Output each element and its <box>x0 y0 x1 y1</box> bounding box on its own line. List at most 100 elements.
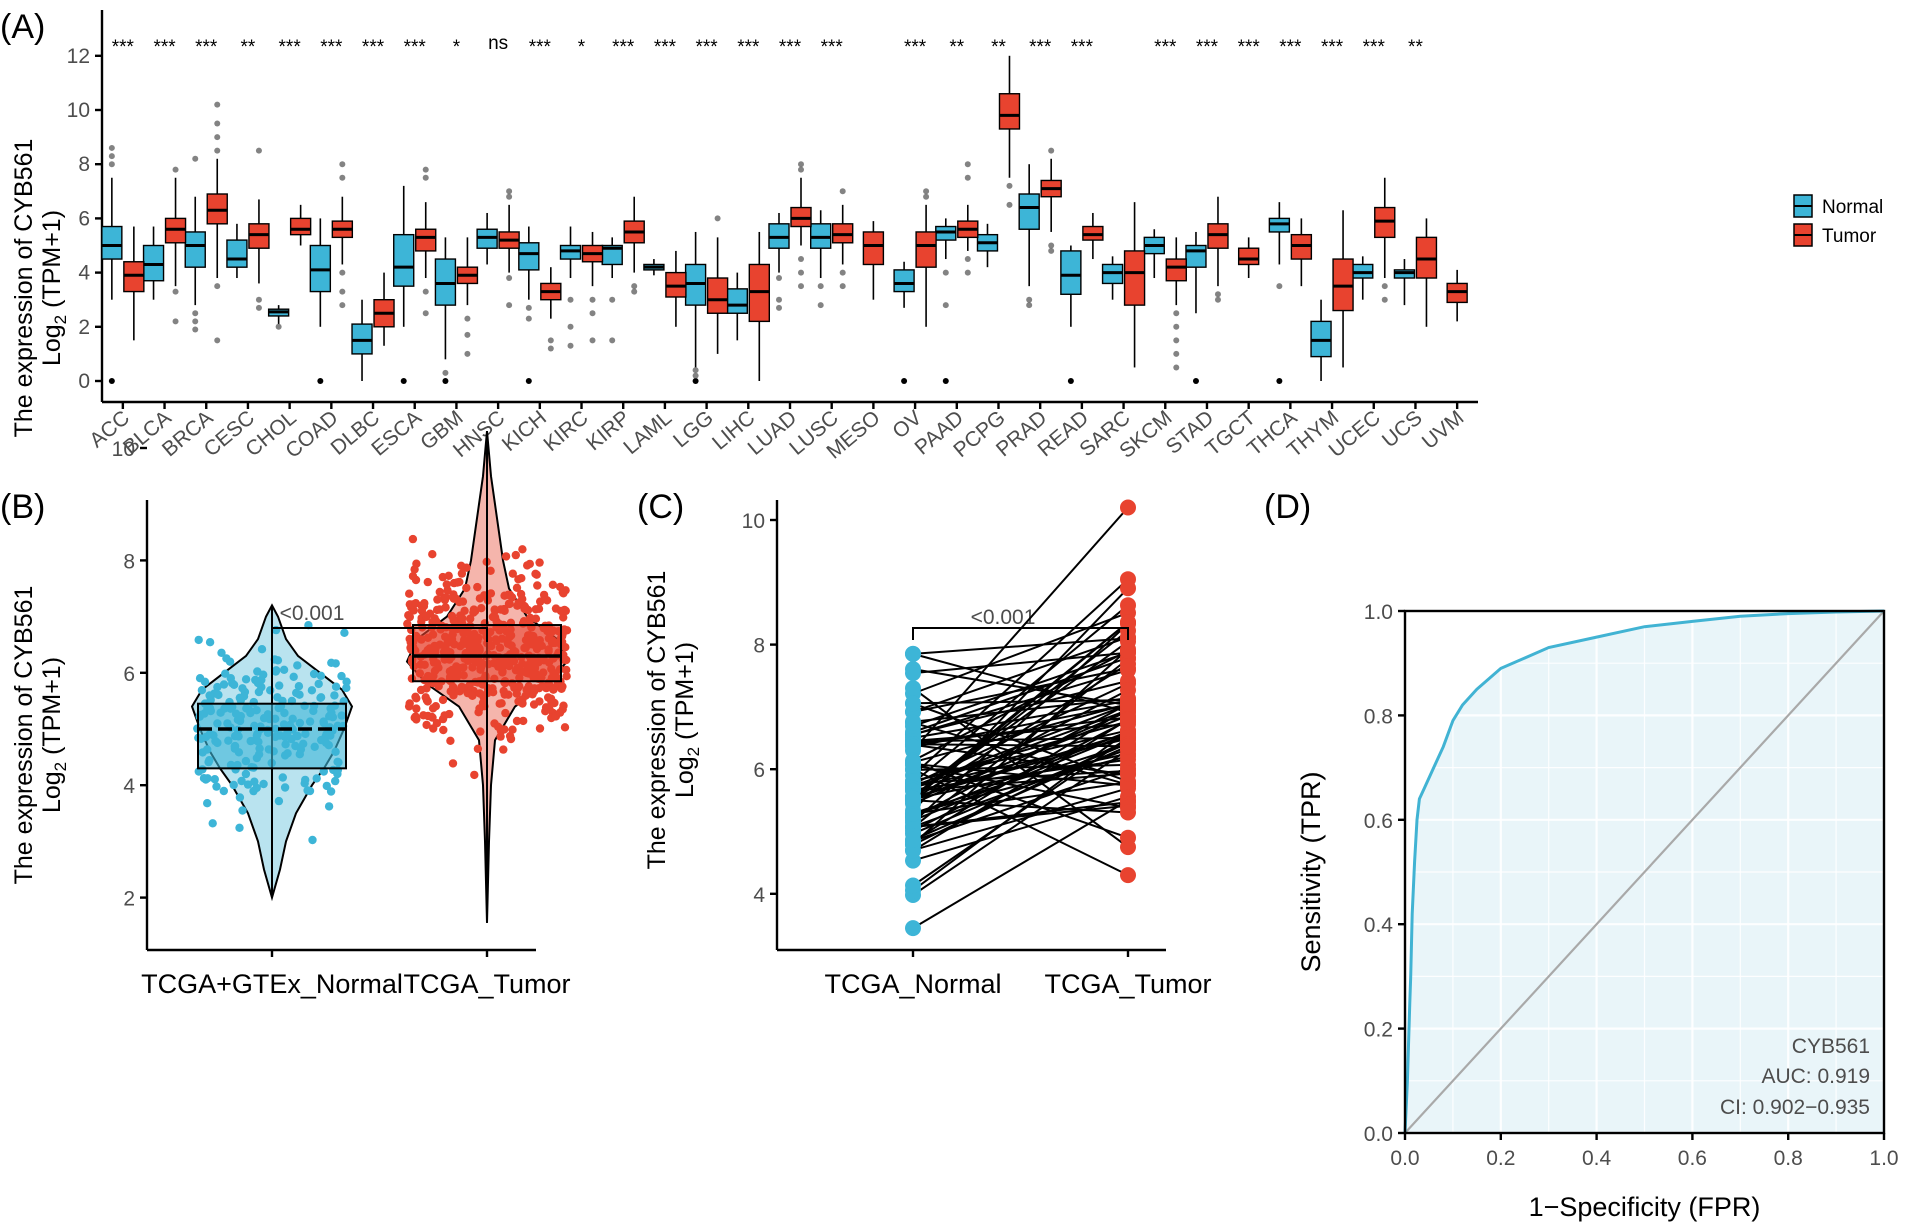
significance-CESC: ** <box>241 37 256 58</box>
panel-d-frame <box>1403 609 1886 1135</box>
significance-CHOL: *** <box>279 37 302 58</box>
d-auc-label: AUC: 0.919 <box>1761 1065 1870 1088</box>
significance-PAAD: ** <box>949 37 964 58</box>
outlier-normal-PAAD-1 <box>942 302 949 309</box>
normal-point-129 <box>307 686 317 695</box>
box-tumor-TGCT <box>1237 247 1260 266</box>
tumor-point-449 <box>421 611 431 621</box>
tumor-point-401 <box>499 686 508 696</box>
tumor-point-387 <box>560 723 570 732</box>
tumor-point-99 <box>477 604 486 613</box>
tumor-point-438 <box>522 685 531 694</box>
normal-point-134 <box>301 775 310 785</box>
significance-LIHC: *** <box>737 37 760 58</box>
normal-point-157 <box>303 786 312 795</box>
outlier-tumor-KIRC-1 <box>589 310 596 317</box>
tumor-point-435 <box>500 591 509 600</box>
normal-point-79 <box>905 831 921 848</box>
normal-point-174 <box>219 786 228 796</box>
normal-point-125 <box>309 669 319 679</box>
outlier-tumor-COAD-4 <box>339 302 346 309</box>
d-x-tick-label-0.0: 0.0 <box>1390 1147 1419 1170</box>
tumor-point-346 <box>512 716 522 726</box>
outlier-normal-LUSC-0 <box>817 283 824 290</box>
tumor-point-328 <box>435 587 444 597</box>
pair-line-0 <box>912 637 1129 655</box>
outlier-normal-ESCA-0 <box>400 378 407 384</box>
pair-line-72 <box>912 703 1129 748</box>
tumor-point-173 <box>416 685 426 695</box>
tumor-point-138 <box>475 594 485 603</box>
outlier-normal-GBM-0 <box>442 378 449 384</box>
panel-b-label: (B) <box>0 488 45 526</box>
normal-point-53 <box>905 645 921 662</box>
legend-normal-label: Normal <box>1822 197 1883 218</box>
tumor-point-441 <box>557 684 566 693</box>
significance-LAML: *** <box>654 37 677 58</box>
outlier-normal-KIRC-0 <box>567 296 574 303</box>
y-tick-label-12: 12 <box>67 45 90 68</box>
normal-point-193 <box>200 677 210 686</box>
outlier-normal-KICH-2 <box>525 378 532 384</box>
outlier-normal-PAAD-2 <box>942 378 949 384</box>
tumor-point-463 <box>428 704 438 713</box>
outlier-tumor-BLCA-2 <box>172 318 179 325</box>
normal-point-140 <box>274 796 284 806</box>
normal-point-51 <box>316 693 325 702</box>
significance-BLCA: *** <box>153 37 176 58</box>
panel-a: (A) The expression of CYB561 Log2 (TPM+1… <box>0 8 1883 464</box>
panel-b-ylabel-line1: The expression of CYB561 <box>10 586 38 885</box>
pair-line-48 <box>912 636 1129 713</box>
outlier-tumor-KICH-0 <box>547 337 554 344</box>
normal-point-159 <box>312 774 321 783</box>
significance-KIRC: * <box>578 37 586 58</box>
tumor-point-262 <box>559 613 568 622</box>
tumor-point-315 <box>486 589 496 598</box>
x-tick-label-KIRC: KIRC <box>539 406 592 456</box>
outlier-tumor-HNSC-2 <box>506 275 513 282</box>
outlier-tumor-OV-1 <box>923 188 930 195</box>
tumor-point-141 <box>533 581 542 590</box>
b-box-normal <box>197 702 347 770</box>
significance-LGG: *** <box>696 37 719 58</box>
normal-point-123 <box>217 648 226 657</box>
panel-b: (B) The expression of CYB561 Log2 (TPM+1… <box>0 431 572 999</box>
outlier-tumor-LGG-0 <box>714 215 721 222</box>
significance-SKCM: *** <box>1154 37 1177 58</box>
pair-line-73 <box>912 650 1129 762</box>
normal-point-137 <box>254 687 264 697</box>
tumor-point-466 <box>501 552 511 561</box>
tumor-point-447 <box>531 605 540 614</box>
outlier-tumor-SKCM-4 <box>1173 364 1180 371</box>
tumor-point-413 <box>542 596 552 605</box>
pair-line-59 <box>912 743 1129 748</box>
b-y-tick-label-2: 2 <box>123 888 135 911</box>
normal-point-47 <box>905 877 921 894</box>
x-tick-label-LAML: LAML <box>619 406 676 459</box>
outlier-tumor-CESC-2 <box>255 304 262 311</box>
outlier-tumor-SKCM-1 <box>1173 323 1180 330</box>
box-normal-STAD <box>1185 244 1207 268</box>
tumor-point-495 <box>507 593 517 602</box>
significance-TGCT: *** <box>1238 37 1261 58</box>
outlier-tumor-LUAD-1 <box>798 161 804 168</box>
pair-line-50 <box>912 758 1129 791</box>
tumor-point-296 <box>514 575 523 584</box>
outlier-tumor-PRAD-0 <box>1048 147 1055 154</box>
panel-c-label: (C) <box>637 488 684 526</box>
outlier-tumor-GBM-0 <box>464 315 471 322</box>
pair-line-78 <box>912 629 1129 800</box>
normal-point-222 <box>253 678 263 688</box>
tumor-point-461 <box>558 588 567 597</box>
tumor-point-429 <box>449 594 459 603</box>
y-tick-label-2: 2 <box>78 316 90 339</box>
outlier-tumor-PRAD-2 <box>1048 247 1055 254</box>
significance-COAD: *** <box>320 37 343 58</box>
tumor-point-391 <box>423 711 433 721</box>
outlier-tumor-ESCA-2 <box>422 288 429 295</box>
pair-line-27 <box>912 679 1129 736</box>
normal-point-72 <box>905 738 921 755</box>
tumor-point-23 <box>1120 580 1136 597</box>
outlier-tumor-SKCM-3 <box>1173 350 1180 357</box>
